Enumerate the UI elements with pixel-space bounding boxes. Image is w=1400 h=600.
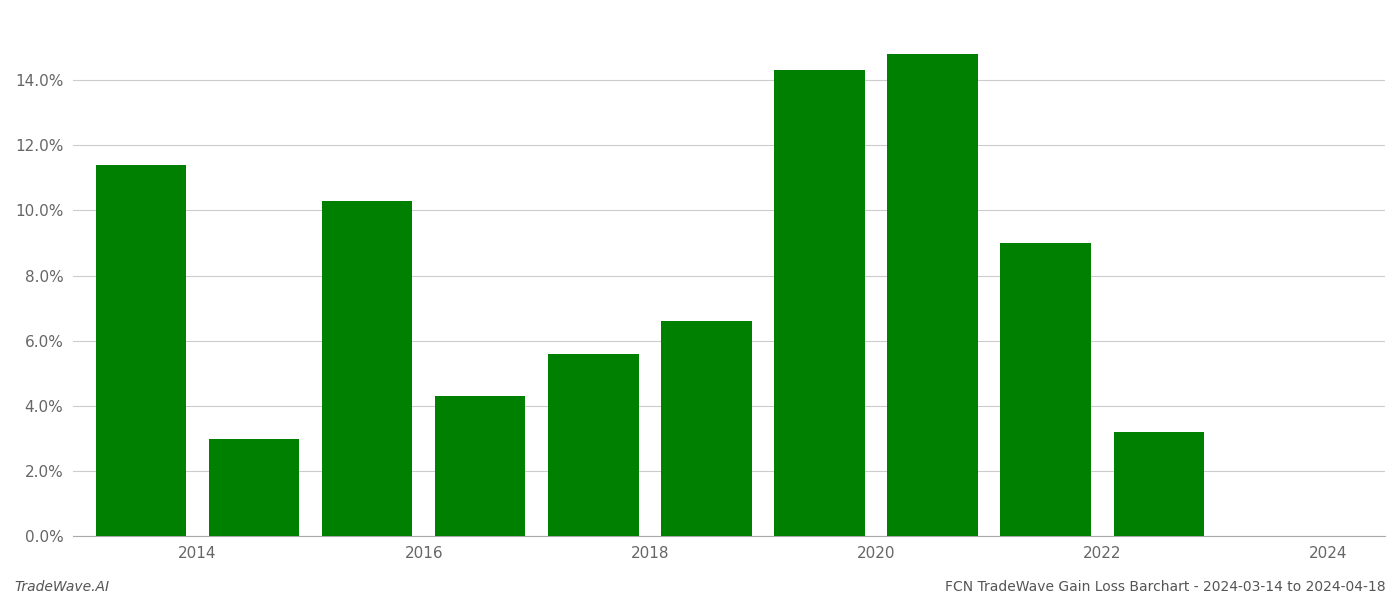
- Bar: [547, 354, 638, 536]
- Bar: [435, 396, 525, 536]
- Bar: [95, 165, 186, 536]
- Bar: [322, 201, 413, 536]
- Text: TradeWave.AI: TradeWave.AI: [14, 580, 109, 594]
- Bar: [1001, 243, 1091, 536]
- Bar: [209, 439, 300, 536]
- Bar: [661, 321, 752, 536]
- Bar: [888, 54, 977, 536]
- Bar: [1113, 432, 1204, 536]
- Text: FCN TradeWave Gain Loss Barchart - 2024-03-14 to 2024-04-18: FCN TradeWave Gain Loss Barchart - 2024-…: [945, 580, 1386, 594]
- Bar: [774, 70, 865, 536]
